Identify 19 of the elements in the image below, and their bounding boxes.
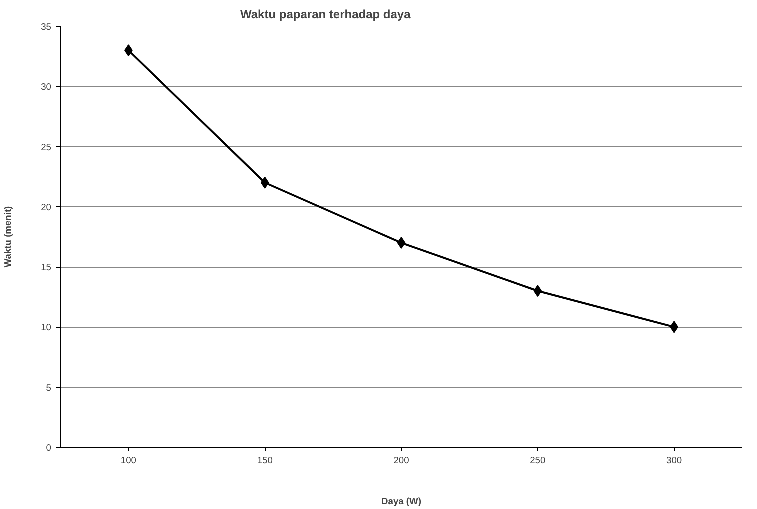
- y-tick-label: 20: [41, 202, 52, 212]
- chart-title: Waktu paparan terhadap daya: [240, 8, 412, 22]
- y-tick-label: 35: [41, 22, 52, 32]
- y-tick-label: 0: [46, 443, 52, 453]
- y-tick-label: 30: [41, 82, 52, 92]
- y-axis-title: Waktu (menit): [3, 206, 14, 268]
- y-tick-label: 15: [41, 262, 52, 273]
- x-tick-label: 250: [530, 456, 546, 466]
- point: [397, 237, 406, 250]
- x-tick-label: 200: [394, 456, 410, 466]
- y-tick-label: 25: [41, 142, 52, 152]
- x-tick-label: 300: [666, 456, 682, 466]
- x-tick-label: 100: [120, 456, 136, 466]
- y-tick-label: 5: [46, 382, 52, 393]
- point: [260, 176, 270, 189]
- x-tick-label: 150: [257, 456, 273, 466]
- y-tick-label: 10: [41, 322, 52, 333]
- point: [534, 285, 542, 298]
- x-axis-title: Daya (W): [382, 496, 422, 506]
